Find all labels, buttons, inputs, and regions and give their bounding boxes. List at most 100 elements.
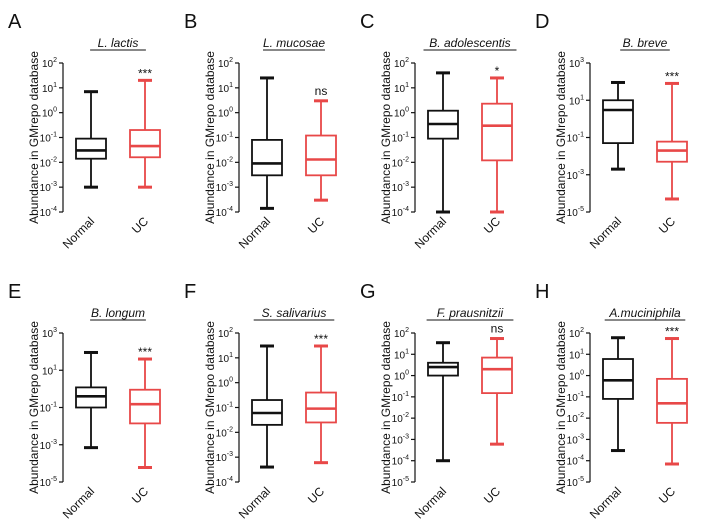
y-tick-label: 10-3 <box>567 433 584 446</box>
y-tick-label: 10-1 <box>567 391 584 404</box>
panel-d: D B. breve Abundance in GMrepo database10-… <box>535 11 688 251</box>
y-axis-label: Abundance in GMrepo database <box>554 51 568 224</box>
panel-h: H A.muciniphila Abundance in GMrepo databa… <box>535 281 688 521</box>
y-tick-label: 10-3 <box>40 181 57 194</box>
y-tick-label: 10-2 <box>40 156 57 169</box>
significance-label: *** <box>665 69 679 83</box>
y-tick-label: 10-5 <box>40 476 57 489</box>
box-normal <box>427 341 459 463</box>
y-tick-label: 10-4 <box>392 206 409 219</box>
y-tick-label: 100 <box>394 107 409 120</box>
y-tick-label: 10-3 <box>216 451 233 464</box>
y-tick-label: 10-4 <box>392 455 409 468</box>
panel-title: B. breve <box>623 36 668 50</box>
y-tick-label: 10-2 <box>392 412 409 425</box>
y-tick-label: 10-1 <box>567 132 584 145</box>
x-category-label: UC <box>305 484 327 506</box>
box-uc <box>656 81 688 201</box>
y-tick-label: 100 <box>394 370 409 383</box>
panel-b: B L. mucosae Abundance in GMrepo database1… <box>184 11 337 251</box>
y-tick-label: 101 <box>569 348 584 361</box>
y-tick-label: 101 <box>42 364 57 377</box>
y-tick-label: 103 <box>42 327 57 340</box>
y-tick-label: 100 <box>42 107 57 120</box>
y-tick-label: 10-1 <box>216 132 233 145</box>
y-tick-label: 10-3 <box>40 439 57 452</box>
y-tick-label: 101 <box>394 82 409 95</box>
panel-letter: G <box>360 281 376 303</box>
y-tick-label: 102 <box>218 57 233 70</box>
box-normal <box>251 76 283 210</box>
y-tick-label: 10-3 <box>567 169 584 182</box>
x-category-label: UC <box>481 484 503 506</box>
panel-g: G F. prausnitzii Abundance in GMrepo datab… <box>360 281 514 521</box>
y-tick-label: 103 <box>569 57 584 70</box>
y-axis-label: Abundance in GMrepo database <box>27 321 41 494</box>
y-tick-label: 101 <box>569 94 584 107</box>
y-tick-label: 10-2 <box>216 156 233 169</box>
box-iqr <box>427 361 459 377</box>
x-category-label: UC <box>129 484 151 506</box>
box-uc <box>305 99 337 202</box>
y-axis-label: Abundance in GMrepo database <box>27 51 41 224</box>
box-uc <box>129 78 161 189</box>
significance-label: * <box>495 64 500 78</box>
x-category-label: Normal <box>236 214 273 251</box>
box-uc <box>129 357 161 470</box>
significance-label: *** <box>138 345 152 359</box>
y-tick-label: 10-4 <box>216 206 233 219</box>
panel-title: L. lactis <box>98 36 139 50</box>
x-category-label: Normal <box>587 484 624 521</box>
y-tick-label: 10-1 <box>40 402 57 415</box>
box-normal <box>75 90 107 189</box>
y-tick-label: 10-1 <box>392 132 409 145</box>
y-tick-label: 102 <box>42 57 57 70</box>
y-tick-label: 102 <box>218 327 233 340</box>
y-axis-label: Abundance in GMrepo database <box>203 321 217 494</box>
y-tick-label: 101 <box>42 82 57 95</box>
y-axis-label: Abundance in GMrepo database <box>379 321 393 494</box>
box-iqr <box>481 102 513 162</box>
box-iqr <box>481 356 513 395</box>
box-uc <box>481 76 513 214</box>
y-tick-label: 10-3 <box>216 181 233 194</box>
x-category-label: Normal <box>60 484 97 521</box>
y-tick-label: 10-4 <box>40 206 57 219</box>
significance-label: ns <box>491 322 504 336</box>
y-tick-label: 10-5 <box>392 476 409 489</box>
panel-letter: C <box>360 11 374 33</box>
box-iqr <box>129 388 161 425</box>
panel-letter: E <box>8 281 21 303</box>
y-tick-label: 10-2 <box>216 426 233 439</box>
x-category-label: Normal <box>587 214 624 251</box>
panel-title: B. longum <box>91 306 145 320</box>
panel-title: F. prausnitzii <box>437 306 504 320</box>
x-category-label: Normal <box>60 214 97 251</box>
x-category-label: UC <box>656 214 678 236</box>
box-iqr <box>129 129 161 159</box>
y-tick-label: 100 <box>218 377 233 390</box>
y-tick-label: 101 <box>218 352 233 365</box>
panel-letter: A <box>8 11 22 33</box>
y-tick-label: 10-2 <box>392 156 409 169</box>
panel-title: S. salivarius <box>262 306 327 320</box>
y-tick-label: 100 <box>569 370 584 383</box>
significance-label: *** <box>665 325 679 339</box>
panel-c: C B. adolescentis Abundance in GMrepo data… <box>360 11 517 251</box>
significance-label: *** <box>314 332 328 346</box>
y-tick-label: 10-2 <box>567 412 584 425</box>
box-normal <box>75 350 107 450</box>
y-tick-label: 102 <box>394 57 409 70</box>
panel-letter: B <box>184 11 197 33</box>
x-category-label: UC <box>129 214 151 236</box>
y-tick-label: 10-4 <box>216 476 233 489</box>
box-iqr <box>75 137 107 160</box>
y-tick-label: 101 <box>218 82 233 95</box>
significance-label: *** <box>138 66 152 80</box>
panel-letter: D <box>535 11 549 33</box>
panel-title: A.muciniphila <box>608 306 681 320</box>
box-iqr <box>602 358 634 400</box>
box-normal <box>251 344 283 469</box>
box-uc <box>305 344 337 465</box>
